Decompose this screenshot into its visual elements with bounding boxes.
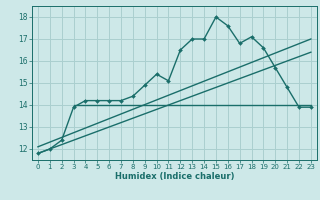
X-axis label: Humidex (Indice chaleur): Humidex (Indice chaleur) [115,172,234,181]
